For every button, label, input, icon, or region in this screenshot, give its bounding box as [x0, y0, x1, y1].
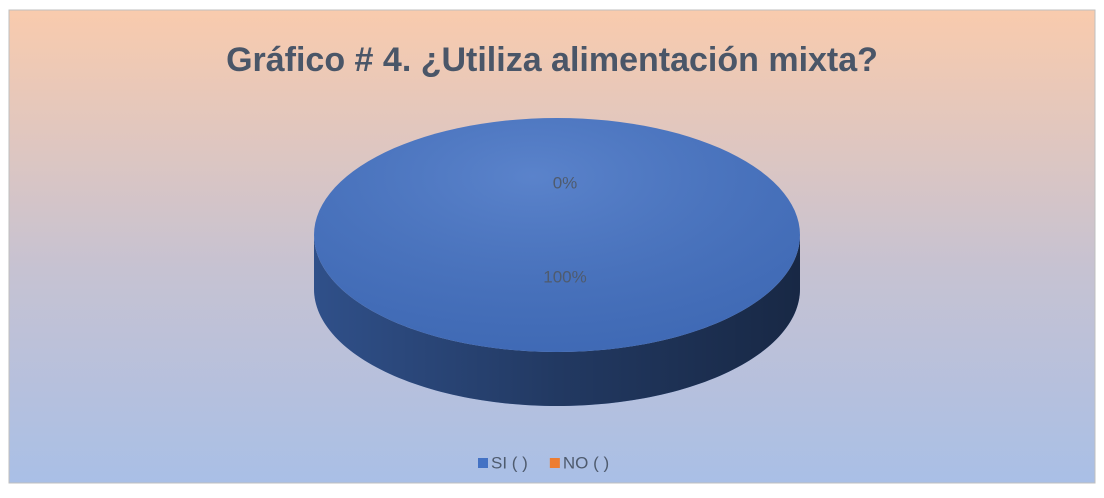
pie: 100% 0% [314, 118, 800, 406]
chart-title: Gráfico # 4. ¿Utiliza alimentación mixta… [226, 41, 878, 79]
slice-side-shade [314, 235, 800, 406]
legend-swatch [478, 458, 488, 468]
legend-label: NO ( ) [563, 453, 609, 472]
data-label: 100% [543, 267, 586, 286]
slice-gloss [314, 118, 800, 352]
data-label: 0% [553, 174, 578, 193]
legend: SI ( ) NO ( ) [478, 453, 609, 472]
legend-swatch [549, 458, 560, 468]
legend-label: SI ( ) [491, 453, 528, 472]
